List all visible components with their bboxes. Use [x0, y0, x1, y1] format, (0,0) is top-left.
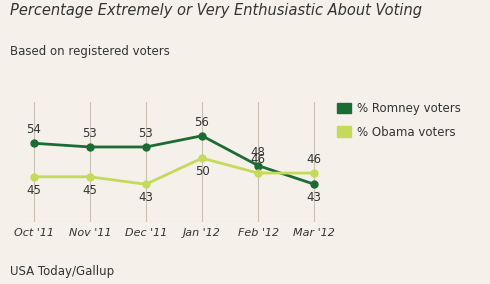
Text: Based on registered voters: Based on registered voters	[10, 45, 170, 59]
Text: 48: 48	[251, 146, 266, 159]
% Obama voters	[31, 175, 37, 179]
% Obama voters	[87, 175, 93, 179]
Text: Percentage Extremely or Very Enthusiastic About Voting: Percentage Extremely or Very Enthusiasti…	[10, 3, 422, 18]
Text: 46: 46	[251, 153, 266, 166]
% Romney voters	[143, 145, 149, 149]
Text: 43: 43	[307, 191, 322, 204]
% Obama voters	[311, 171, 317, 175]
Text: 54: 54	[26, 123, 41, 136]
% Obama voters	[199, 156, 205, 160]
% Romney voters	[255, 164, 261, 167]
Line: % Romney voters: % Romney voters	[30, 132, 318, 188]
% Obama voters	[255, 171, 261, 175]
% Romney voters	[199, 134, 205, 137]
Text: 53: 53	[82, 127, 97, 140]
Text: 43: 43	[139, 191, 153, 204]
Text: USA Today/Gallup: USA Today/Gallup	[10, 265, 114, 278]
Text: 53: 53	[139, 127, 153, 140]
Text: 45: 45	[82, 184, 97, 197]
% Romney voters	[311, 183, 317, 186]
Text: 45: 45	[26, 184, 41, 197]
% Romney voters	[31, 141, 37, 145]
Text: 50: 50	[195, 165, 209, 178]
Text: 56: 56	[195, 116, 209, 129]
% Obama voters	[143, 183, 149, 186]
Text: 46: 46	[307, 153, 322, 166]
Line: % Obama voters: % Obama voters	[30, 155, 318, 188]
% Romney voters	[87, 145, 93, 149]
Legend: % Romney voters, % Obama voters: % Romney voters, % Obama voters	[337, 102, 461, 139]
